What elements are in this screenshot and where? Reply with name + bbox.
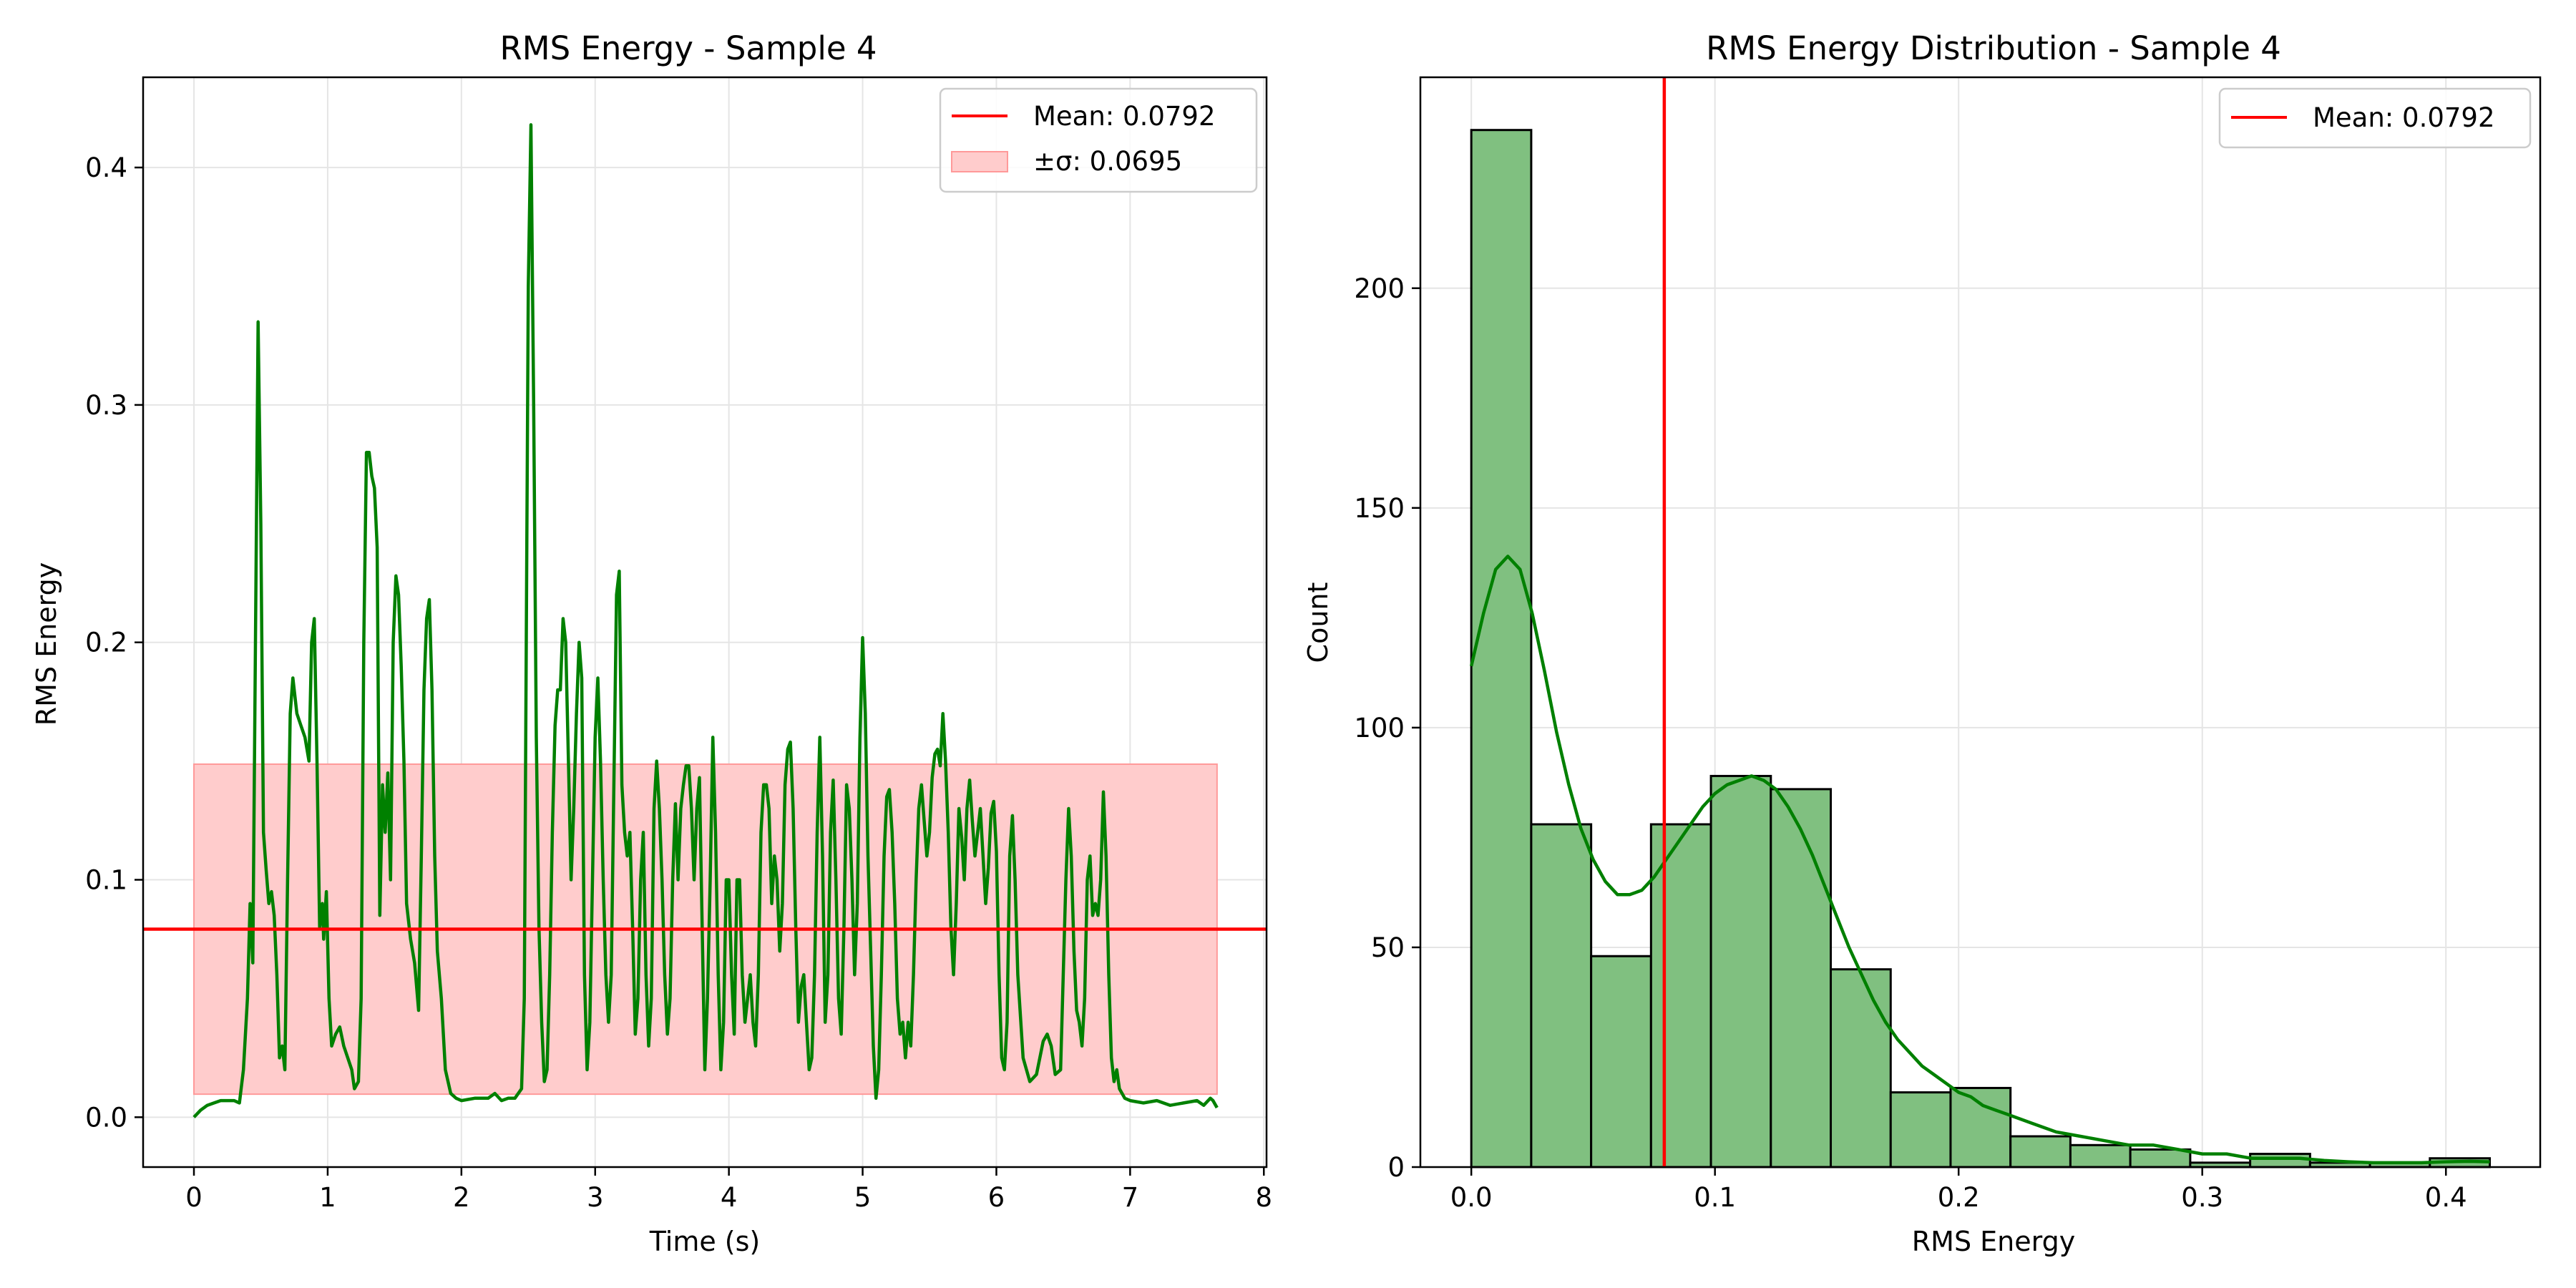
right-y-tick-label: 100	[1354, 713, 1405, 743]
histogram-bar	[2129, 1148, 2192, 1169]
rms-energy-line	[192, 123, 1219, 1118]
rms-line-layer	[192, 123, 1219, 1118]
left-axes-frame	[142, 76, 1268, 1169]
left-x-axis-label: Time (s)	[649, 1226, 761, 1257]
left-x-tick-label: 6	[988, 1182, 1005, 1213]
kde-curve-layer	[1470, 555, 2490, 1165]
left-x-tick-label: 7	[1122, 1182, 1139, 1213]
left-chart-title: RMS Energy - Sample 4	[499, 29, 877, 67]
right-y-tick-label: 0	[1387, 1152, 1405, 1183]
right-y-tick-label: 50	[1371, 932, 1405, 963]
histogram-bar	[1830, 968, 1892, 1169]
right-y-axis-label: Count	[1302, 582, 1334, 663]
histogram-bar	[2249, 1153, 2311, 1169]
left-x-tick-label: 4	[721, 1182, 738, 1213]
right-axes-frame	[1419, 76, 2542, 1169]
left-legend-band-swatch	[951, 151, 1008, 172]
rms-time-panel: RMS Energy - Sample 4 Time (s) RMS Energ…	[31, 29, 1272, 1257]
histogram-bar	[1949, 1086, 2012, 1169]
left-legend: Mean: 0.0792 ±σ: 0.0695	[939, 87, 1258, 193]
right-x-tick-label: 0.2	[1938, 1182, 1980, 1213]
left-x-tick-label: 1	[319, 1182, 336, 1213]
left-x-tick-label: 0	[185, 1182, 203, 1213]
left-y-ticks: 0.0 0.1 0.2 0.3 0.4	[85, 152, 143, 1133]
histogram-bar	[1590, 955, 1652, 1169]
right-legend-mean-label: Mean: 0.0792	[2313, 102, 2495, 133]
left-y-tick-label: 0.0	[85, 1102, 127, 1133]
histogram-bar	[1649, 823, 1712, 1169]
histogram-bars	[1470, 129, 2492, 1169]
left-legend-box	[939, 87, 1258, 193]
left-y-axis-label: RMS Energy	[31, 562, 62, 726]
right-x-tick-label: 0.0	[1450, 1182, 1493, 1213]
histogram-bar	[2069, 1143, 2132, 1169]
right-x-tick-label: 0.3	[2181, 1182, 2223, 1213]
histogram-bar	[1770, 788, 1833, 1169]
histogram-bar	[2009, 1135, 2072, 1169]
right-legend-box	[2218, 87, 2532, 149]
left-x-tick-label: 2	[453, 1182, 470, 1213]
right-x-ticks: 0.0 0.1 0.2 0.3 0.4	[1450, 1167, 2467, 1213]
left-y-tick-label: 0.4	[85, 152, 127, 183]
right-y-tick-label: 150	[1354, 493, 1405, 524]
right-y-ticks: 0 50 100 150 200	[1354, 273, 1420, 1183]
left-x-ticks: 0 1 2 3 4 5 6 7 8	[185, 1167, 1272, 1213]
left-y-tick-label: 0.2	[85, 628, 127, 658]
right-chart-title: RMS Energy Distribution - Sample 4	[1706, 29, 2281, 67]
right-legend: Mean: 0.0792	[2218, 87, 2532, 149]
left-x-tick-label: 5	[854, 1182, 872, 1213]
right-y-tick-label: 200	[1354, 273, 1405, 304]
rms-distribution-panel: RMS Energy Distribution - Sample 4 RMS E…	[1302, 29, 2542, 1257]
histogram-bar	[1530, 823, 1593, 1169]
left-x-tick-label: 8	[1255, 1182, 1272, 1213]
histogram-bar	[1470, 129, 1533, 1169]
left-legend-mean-label: Mean: 0.0792	[1033, 101, 1216, 132]
kde-curve	[1470, 555, 2490, 1165]
right-x-tick-label: 0.1	[1694, 1182, 1736, 1213]
left-y-tick-label: 0.1	[85, 865, 127, 896]
left-legend-band-label: ±σ: 0.0695	[1033, 146, 1182, 177]
histogram-bar	[1709, 774, 1772, 1169]
left-x-tick-label: 3	[587, 1182, 604, 1213]
left-y-tick-label: 0.3	[85, 390, 127, 421]
histogram-bar	[1889, 1091, 1952, 1169]
right-x-tick-label: 0.4	[2425, 1182, 2467, 1213]
right-x-axis-label: RMS Energy	[1912, 1226, 2075, 1257]
